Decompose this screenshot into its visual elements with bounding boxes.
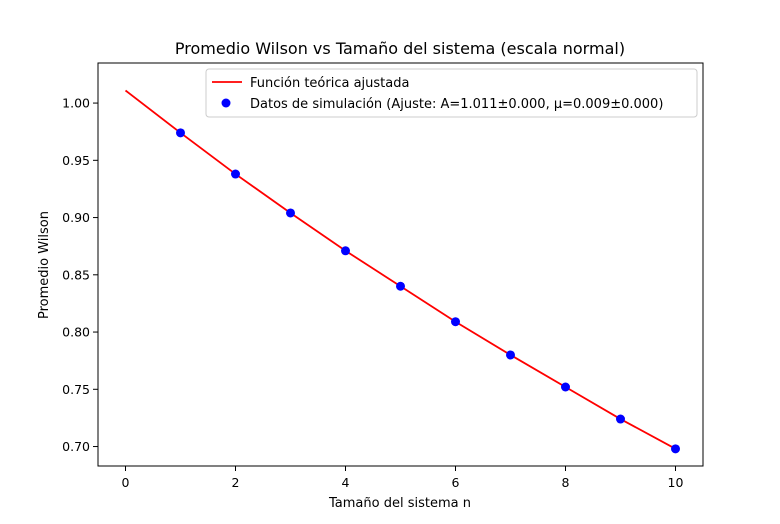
legend-box [205, 68, 698, 118]
y-tick-label: 0.85 [62, 267, 90, 282]
y-axis-ticks: 0.70 0.75 0.80 0.85 0.90 0.95 1.00 [62, 96, 98, 454]
y-tick-label: 0.70 [62, 439, 90, 454]
chart-title: Promedio Wilson vs Tamaño del sistema (e… [175, 39, 625, 58]
x-tick-label: 10 [668, 475, 684, 490]
y-axis-label: Promedio Wilson [37, 211, 52, 319]
y-tick-label: 0.90 [62, 210, 90, 225]
data-point [506, 350, 515, 360]
data-point [561, 382, 570, 392]
legend: Función teórica ajustada Datos de simula… [205, 68, 698, 118]
x-tick-label: 4 [342, 475, 350, 490]
y-tick-label: 1.00 [62, 96, 90, 111]
y-tick-label: 0.95 [62, 153, 90, 168]
legend-label-line: Función teórica ajustada [250, 76, 409, 91]
y-tick-label: 0.80 [62, 325, 90, 340]
data-point [286, 208, 295, 218]
x-tick-label: 0 [122, 475, 130, 490]
plot-frame [97, 62, 704, 467]
x-tick-label: 2 [232, 475, 240, 490]
data-point [341, 246, 350, 256]
data-point [231, 169, 240, 179]
x-axis-ticks: 0 2 4 6 8 10 [122, 466, 684, 490]
y-tick-label: 0.75 [62, 382, 90, 397]
x-tick-label: 6 [452, 475, 460, 490]
data-point [176, 128, 185, 138]
series-layer [124, 89, 680, 454]
data-point [671, 444, 680, 454]
data-point [396, 281, 405, 291]
data-point [451, 317, 460, 327]
legend-label-scatter: Datos de simulación (Ajuste: A=1.011±0.0… [250, 97, 663, 112]
legend-marker-swatch [221, 98, 231, 108]
data-point [616, 414, 625, 424]
x-axis-label: Tamaño del sistema n [328, 496, 471, 511]
x-tick-label: 8 [562, 475, 570, 490]
